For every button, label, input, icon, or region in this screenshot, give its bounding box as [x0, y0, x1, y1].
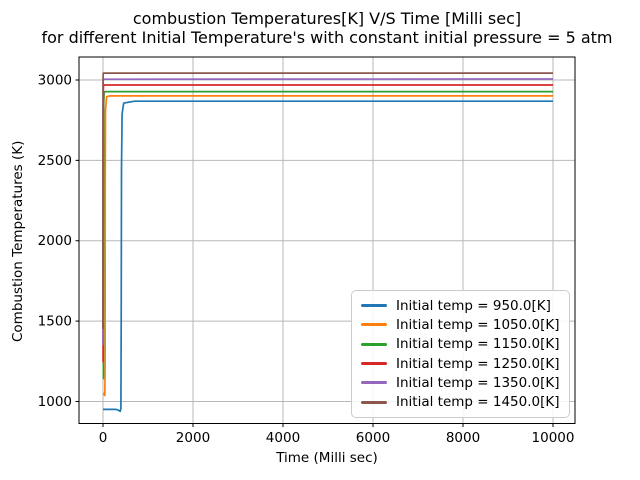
chart-subtitle: for different Initial Temperature's with… — [41, 28, 613, 47]
x-tick-label: 6000 — [356, 430, 390, 446]
legend-label: Initial temp = 1450.0[K] — [396, 394, 560, 411]
y-tick-label: 2000 — [38, 233, 72, 249]
legend-label: Initial temp = 1050.0[K] — [396, 316, 560, 333]
legend-label: Initial temp = 1150.0[K] — [396, 336, 560, 353]
legend-item: Initial temp = 1250.0[K] — [361, 356, 563, 372]
series-line — [102, 72, 553, 330]
legend-line-sample — [361, 362, 387, 366]
chart-title: combustion Temperatures[K] V/S Time [Mil… — [132, 9, 522, 28]
legend: Initial temp = 950.0[K] Initial temp = 10… — [351, 290, 570, 418]
x-axis-label: Time (Milli sec) — [276, 450, 378, 466]
legend-item: Initial temp = 1150.0[K] — [361, 336, 563, 352]
legend-line-sample — [361, 304, 387, 308]
legend-label: Initial temp = 1250.0[K] — [396, 355, 560, 372]
y-tick-label: 1000 — [38, 394, 72, 410]
y-tick-label: 2500 — [38, 153, 72, 169]
x-tick-label: 0 — [99, 430, 108, 446]
series-line — [102, 95, 553, 397]
legend-item: Initial temp = 1450.0[K] — [361, 394, 563, 410]
x-tick-label: 2000 — [176, 430, 210, 446]
legend-line-sample — [361, 323, 387, 327]
legend-line-sample — [361, 381, 387, 385]
legend-label: Initial temp = 950.0[K] — [396, 297, 551, 314]
legend-line-sample — [361, 400, 387, 404]
y-tick-label: 1500 — [38, 314, 72, 330]
legend-item: Initial temp = 1350.0[K] — [361, 375, 563, 391]
x-tick-label: 10000 — [532, 430, 575, 446]
x-tick-label: 4000 — [266, 430, 300, 446]
legend-item: Initial temp = 950.0[K] — [361, 298, 563, 314]
y-tick-label: 3000 — [38, 72, 72, 88]
legend-item: Initial temp = 1050.0[K] — [361, 317, 563, 333]
series-line — [103, 100, 553, 413]
chart-title-block: combustion Temperatures[K] V/S Time [Mil… — [7, 9, 640, 47]
y-axis-label: Combustion Temperatures (K) — [10, 140, 26, 342]
x-tick-label: 8000 — [446, 430, 480, 446]
legend-label: Initial temp = 1350.0[K] — [396, 374, 560, 391]
legend-line-sample — [361, 342, 387, 346]
